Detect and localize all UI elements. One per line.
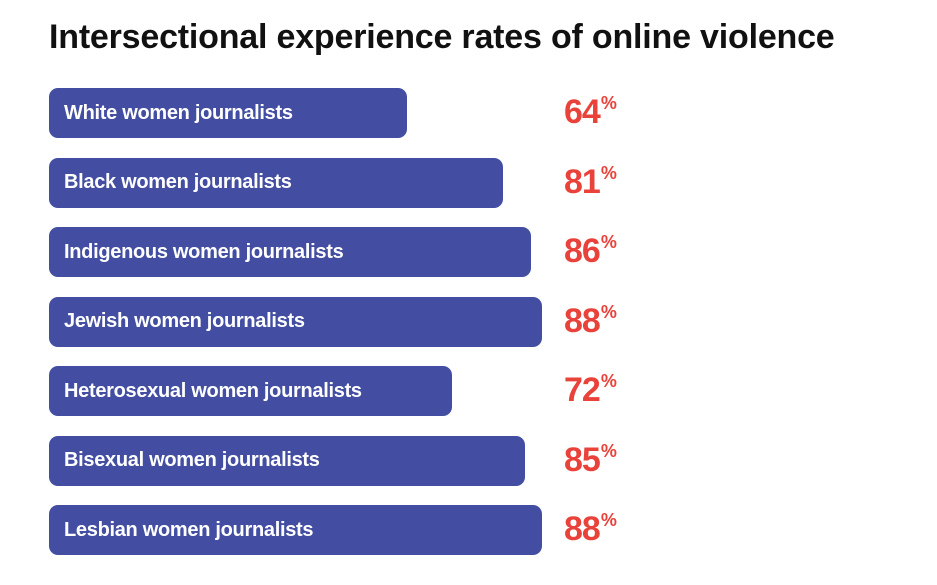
bar-row: Indigenous women journalists 86% (49, 227, 929, 277)
bar: Bisexual women journalists (49, 435, 525, 486)
data-label-value: 88 (564, 301, 601, 340)
data-label-value: 81 (564, 162, 601, 201)
data-label-unit: % (600, 510, 617, 530)
bar: Indigenous women journalists (49, 227, 531, 277)
bar: White women journalists (49, 88, 408, 138)
data-label-unit: % (600, 162, 617, 183)
bar-row: Lesbian women journalists 88% (49, 505, 929, 555)
data-label-value: 88 (564, 510, 601, 548)
data-label-unit: % (600, 440, 617, 461)
data-label-unit: % (600, 301, 617, 322)
data-label-value: 64 (564, 93, 601, 131)
data-label: 86% (564, 231, 617, 271)
data-label: 72% (564, 370, 617, 410)
bar-label: Heterosexual women journalists (64, 379, 362, 402)
bar: Black women journalists (49, 157, 503, 208)
data-label: 85% (564, 440, 617, 480)
bar-label: Jewish women journalists (64, 310, 305, 332)
bar-row: Heterosexual women journalists 72% (49, 366, 929, 416)
data-label: 88% (564, 301, 617, 341)
bar-row: Black women journalists 81% (49, 157, 929, 208)
bar-label: Black women journalists (64, 171, 292, 193)
bar: Heterosexual women journalists (49, 366, 453, 416)
data-label-unit: % (600, 371, 617, 391)
bar-label: Indigenous women journalists (64, 240, 344, 263)
bar: Lesbian women journalists (49, 505, 542, 555)
bar-row: Jewish women journalists 88% (49, 296, 929, 347)
bar-row: Bisexual women journalists 85% (49, 435, 929, 486)
bar-label: White women journalists (64, 101, 293, 124)
data-label-value: 72 (564, 371, 601, 409)
bar-row: White women journalists 64% (49, 88, 929, 138)
data-label-unit: % (600, 232, 617, 252)
data-label-unit: % (600, 93, 617, 113)
chart-title: Intersectional experience rates of onlin… (49, 18, 835, 56)
data-label-value: 85 (564, 440, 601, 479)
bar-label: Bisexual women journalists (64, 449, 320, 471)
bar-label: Lesbian women journalists (64, 518, 314, 541)
data-label-value: 86 (564, 232, 601, 270)
data-label: 64% (564, 92, 617, 132)
data-label: 81% (564, 162, 617, 202)
data-label: 88% (564, 509, 617, 549)
bar: Jewish women journalists (49, 296, 542, 347)
